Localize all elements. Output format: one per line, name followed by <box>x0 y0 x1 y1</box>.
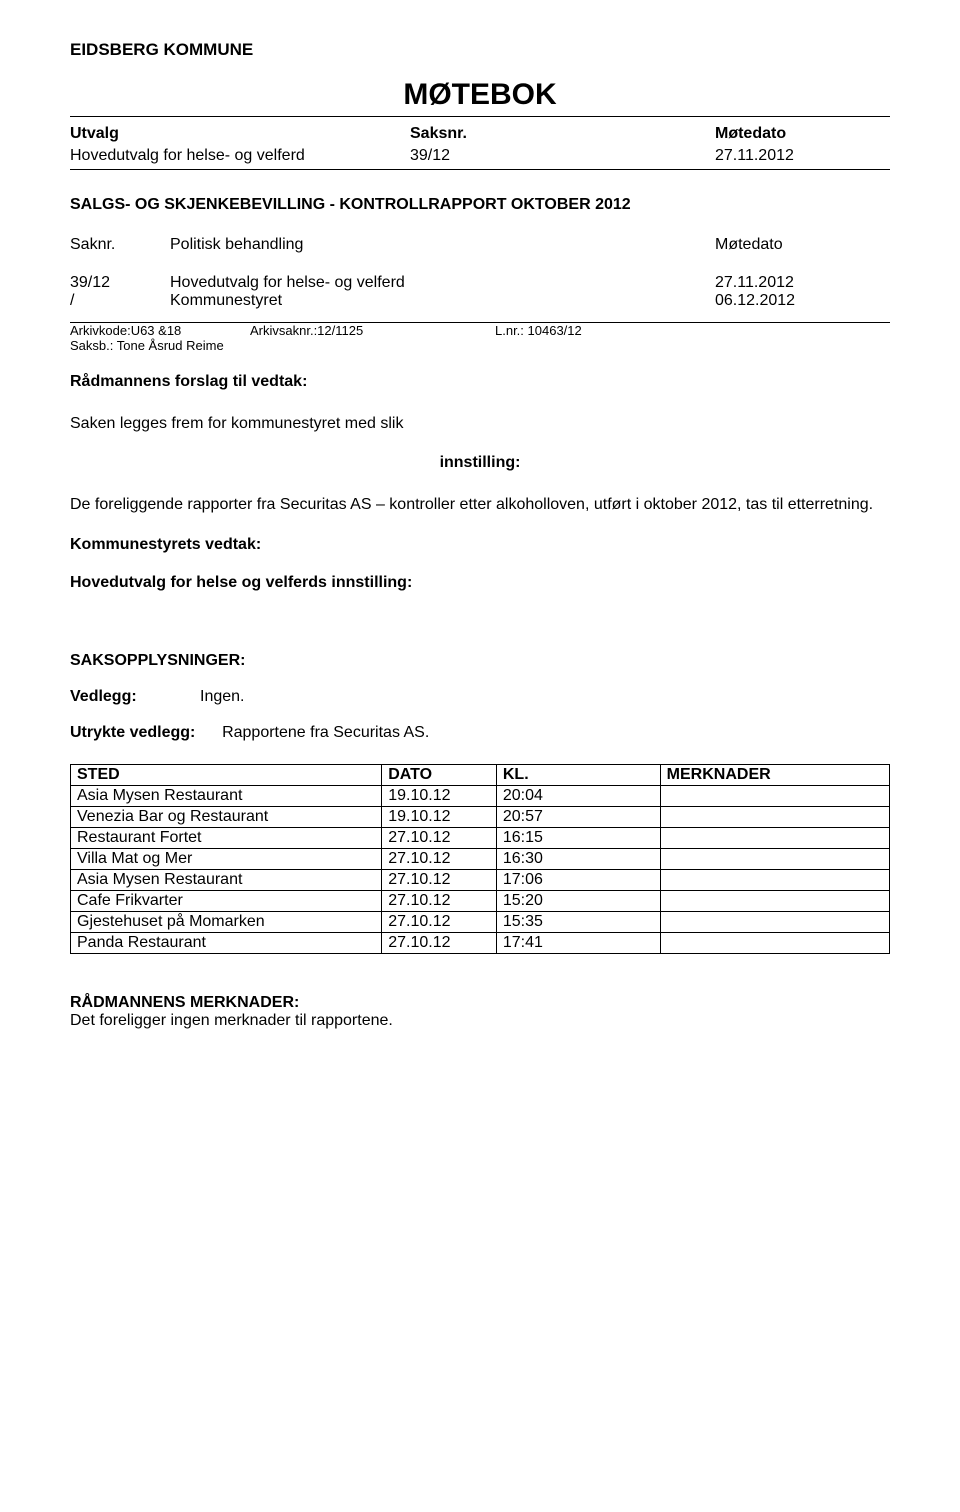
table-cell <box>660 890 889 911</box>
utvalg-header-col2: Saksnr. <box>410 125 715 143</box>
table-header-row: STED DATO KL. MERKNADER <box>71 764 890 785</box>
table-cell: Cafe Frikvarter <box>71 890 382 911</box>
utvalg-col3: 27.11.2012 <box>715 147 890 165</box>
table-cell <box>660 911 889 932</box>
utvalg-col2: 39/12 <box>410 147 715 165</box>
table-header-dato: DATO <box>382 764 497 785</box>
utvalg-header-col1: Utvalg <box>70 125 410 143</box>
utrykte-vedlegg-row: Utrykte vedlegg: Rapportene fra Securita… <box>70 724 890 742</box>
polbeh-header-col3: Møtedato <box>715 236 890 254</box>
table-cell: 19.10.12 <box>382 806 497 827</box>
radmannens-merknader-body: Det foreligger ingen merknader til rappo… <box>70 1012 890 1030</box>
polbeh-header-row: Saknr. Politisk behandling Møtedato <box>70 236 890 254</box>
polbeh-header-col2: Politisk behandling <box>170 236 715 254</box>
polbeh-row-1-col3: 06.12.2012 <box>715 292 890 310</box>
saken-legges-text: Saken legges frem for kommunestyret med … <box>70 413 890 435</box>
polbeh-header-col1: Saknr. <box>70 236 170 254</box>
arkiv-saknr: Arkivsaknr.:12/1125 <box>250 323 495 338</box>
table-cell <box>660 869 889 890</box>
polbeh-row-0-col3: 27.11.2012 <box>715 274 890 292</box>
radmannens-merknader-heading: RÅDMANNENS MERKNADER: <box>70 994 890 1012</box>
table-cell <box>660 785 889 806</box>
radmannens-forslag-heading: Rådmannens forslag til vedtak: <box>70 371 890 393</box>
table-cell: 27.10.12 <box>382 911 497 932</box>
vedlegg-row: Vedlegg: Ingen. <box>70 688 890 706</box>
table-cell: Gjestehuset på Momarken <box>71 911 382 932</box>
table-cell: 15:35 <box>496 911 660 932</box>
hovedutvalg-innstilling-heading: Hovedutvalg for helse og velferds innsti… <box>70 574 890 592</box>
table-cell: 16:15 <box>496 827 660 848</box>
arkiv-lnr: L.nr.: 10463/12 <box>495 323 890 338</box>
polbeh-row-0: 39/12 Hovedutvalg for helse- og velferd … <box>70 274 890 292</box>
table-row: Panda Restaurant27.10.1217:41 <box>71 932 890 953</box>
table-cell: 15:20 <box>496 890 660 911</box>
kommunestyrets-vedtak-heading: Kommunestyrets vedtak: <box>70 536 890 554</box>
title-block: MØTEBOK <box>70 78 890 112</box>
table-cell: 20:04 <box>496 785 660 806</box>
page: EIDSBERG KOMMUNE MØTEBOK Utvalg Saksnr. … <box>0 0 960 1512</box>
table-cell: 27.10.12 <box>382 827 497 848</box>
utrykte-value: Rapportene fra Securitas AS. <box>222 724 429 741</box>
table-row: Asia Mysen Restaurant19.10.1220:04 <box>71 785 890 806</box>
polbeh-row-1-col2: Kommunestyret <box>170 292 715 310</box>
utvalg-data-row: Hovedutvalg for helse- og velferd 39/12 … <box>70 147 890 165</box>
table-row: Villa Mat og Mer27.10.1216:30 <box>71 848 890 869</box>
table-cell: Panda Restaurant <box>71 932 382 953</box>
document-title: MØTEBOK <box>403 78 556 111</box>
table-cell: 17:06 <box>496 869 660 890</box>
utvalg-header-row: Utvalg Saksnr. Møtedato <box>70 125 890 143</box>
table-cell: Restaurant Fortet <box>71 827 382 848</box>
body-paragraph: De foreliggende rapporter fra Securitas … <box>70 494 890 516</box>
table-cell: 27.10.12 <box>382 848 497 869</box>
table-row: Gjestehuset på Momarken27.10.1215:35 <box>71 911 890 932</box>
arkiv-line: Arkivkode:U63 &18 Arkivsaknr.:12/1125 L.… <box>70 323 890 338</box>
table-cell: Asia Mysen Restaurant <box>71 869 382 890</box>
table-header-sted: STED <box>71 764 382 785</box>
polbeh-row-0-col1: 39/12 <box>70 274 170 292</box>
radmannens-merknader-block: RÅDMANNENS MERKNADER: Det foreligger ing… <box>70 994 890 1030</box>
table-cell: 20:57 <box>496 806 660 827</box>
table-cell <box>660 932 889 953</box>
table-cell <box>660 806 889 827</box>
innstilling-label: innstilling: <box>70 454 890 472</box>
table-row: Asia Mysen Restaurant27.10.1217:06 <box>71 869 890 890</box>
table-cell: 19.10.12 <box>382 785 497 806</box>
table-cell: Asia Mysen Restaurant <box>71 785 382 806</box>
utrykte-label: Utrykte vedlegg: <box>70 724 195 741</box>
table-cell: Villa Mat og Mer <box>71 848 382 869</box>
saksopplysninger-heading: SAKSOPPLYSNINGER: <box>70 652 890 670</box>
divider <box>70 116 890 117</box>
utvalg-col1: Hovedutvalg for helse- og velferd <box>70 147 410 165</box>
table-cell: 27.10.12 <box>382 869 497 890</box>
table-row: Cafe Frikvarter27.10.1215:20 <box>71 890 890 911</box>
table-header-kl: KL. <box>496 764 660 785</box>
kontroll-table: STED DATO KL. MERKNADER Asia Mysen Resta… <box>70 764 890 954</box>
section-title: SALGS- OG SKJENKEBEVILLING - KONTROLLRAP… <box>70 196 890 214</box>
table-row: Restaurant Fortet27.10.1216:15 <box>71 827 890 848</box>
utvalg-header-col3: Møtedato <box>715 125 890 143</box>
polbeh-row-1-col1: / <box>70 292 170 310</box>
table-row: Venezia Bar og Restaurant19.10.1220:57 <box>71 806 890 827</box>
table-cell <box>660 848 889 869</box>
table-cell: 27.10.12 <box>382 932 497 953</box>
table-cell <box>660 827 889 848</box>
table-cell: 17:41 <box>496 932 660 953</box>
vedlegg-label: Vedlegg: <box>70 688 200 706</box>
polbeh-row-1: / Kommunestyret 06.12.2012 <box>70 292 890 310</box>
arkiv-kode: Arkivkode:U63 &18 <box>70 323 250 338</box>
table-cell: 27.10.12 <box>382 890 497 911</box>
org-name: EIDSBERG KOMMUNE <box>70 40 890 60</box>
divider <box>70 169 890 170</box>
table-header-merknader: MERKNADER <box>660 764 889 785</box>
saksbehandler: Saksb.: Tone Åsrud Reime <box>70 338 890 353</box>
table-cell: Venezia Bar og Restaurant <box>71 806 382 827</box>
polbeh-row-0-col2: Hovedutvalg for helse- og velferd <box>170 274 715 292</box>
table-cell: 16:30 <box>496 848 660 869</box>
vedlegg-value: Ingen. <box>200 688 890 706</box>
